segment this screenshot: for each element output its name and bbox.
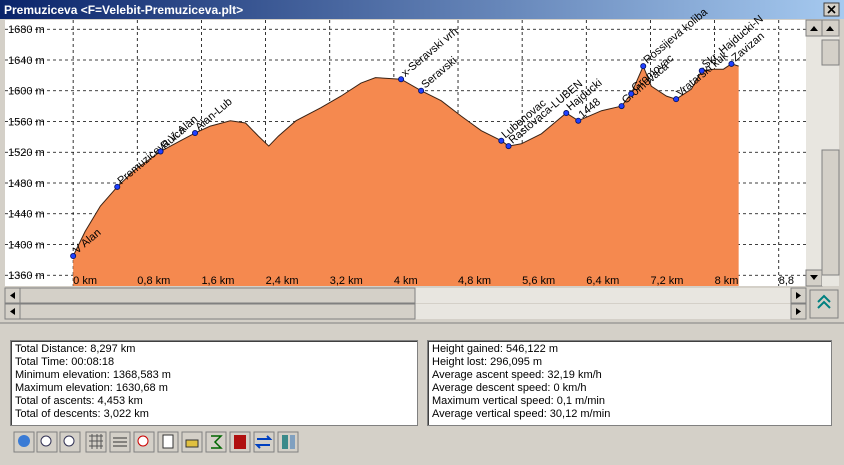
y-tick-label: 1640 m [8, 55, 45, 67]
scroll-thumb[interactable] [821, 39, 840, 66]
tool-button[interactable] [253, 431, 275, 453]
scroll-thumb[interactable] [19, 287, 416, 304]
x-tick-label: 1,6 km [201, 275, 234, 287]
arrow [810, 26, 818, 31]
arrow [796, 292, 801, 299]
scroll-thumb[interactable] [821, 149, 840, 276]
waypoint [728, 60, 735, 67]
y-tick-label: 1400 m [8, 239, 45, 251]
y-tick-label: 1440 m [8, 209, 45, 221]
y-tick-label: 1680 m [8, 24, 45, 36]
arrow [10, 308, 15, 315]
x-tick-label: 3,2 km [330, 275, 363, 287]
stat-line: Height gained: 546,122 m [432, 343, 558, 355]
arrow [810, 275, 818, 280]
x-tick-label: 0,8 km [137, 275, 170, 287]
y-tick-label: 1520 m [8, 147, 45, 159]
waypoint [114, 183, 121, 190]
scroll-thumb[interactable] [19, 303, 416, 320]
waypoint [418, 87, 425, 94]
waypoint [70, 253, 77, 260]
arrow [796, 308, 801, 315]
arrow [10, 292, 15, 299]
v-scrollbar[interactable] [806, 20, 822, 286]
waypoint [505, 143, 512, 150]
waypoint [698, 67, 705, 74]
stat-line: Average vertical speed: 30,12 m/min [432, 408, 611, 420]
collapse-button[interactable] [809, 289, 839, 319]
waypoint [575, 117, 582, 124]
x-tick-label: 6,4 km [586, 275, 619, 287]
arrow [826, 26, 834, 31]
close-icon [827, 5, 836, 14]
stat-line: Total Time: 00:08:18 [15, 356, 115, 368]
x-tick-label: 4,8 km [458, 275, 491, 287]
x-tick-label: 5,6 km [522, 275, 555, 287]
tool-button[interactable] [85, 431, 107, 453]
waypoint [628, 90, 635, 97]
waypoint [673, 96, 680, 103]
waypoint [640, 63, 647, 70]
window-title: Premuziceva <F=Velebit-Premuziceva.plt> [4, 3, 243, 17]
stats-right-panel: Height gained: 546,122 m Height lost: 296… [427, 340, 832, 426]
title-bar [0, 0, 844, 19]
area-fill [73, 63, 739, 287]
stat-line: Total of descents: 3,022 km [15, 408, 149, 420]
y-tick-label: 1600 m [8, 86, 45, 98]
stat-line: Height lost: 296,095 m [432, 356, 543, 368]
x-tick-label: 4 km [394, 275, 418, 287]
stat-line: Average descent speed: 0 km/h [432, 382, 587, 394]
waypoint [192, 130, 199, 137]
stat-line: Minimum elevation: 1368,583 m [15, 369, 171, 381]
waypoint [618, 103, 625, 110]
stats-left-panel: Total Distance: 8,297 km Total Time: 00:0… [10, 340, 418, 426]
x-tick-label: 8 km [715, 275, 739, 287]
stat-line: Maximum vertical speed: 0,1 m/min [432, 395, 605, 407]
y-tick-label: 1480 m [8, 178, 45, 190]
x-tick-label: 2,4 km [266, 275, 299, 287]
waypoint [398, 76, 405, 83]
y-tick-label: 1360 m [8, 270, 45, 282]
x-tick-label: 8,8 [779, 275, 794, 287]
toolbar [13, 431, 299, 453]
stat-line: Average ascent speed: 32,19 km/h [432, 369, 602, 381]
stat-line: Total of ascents: 4,453 km [15, 395, 143, 407]
collapse-icon [817, 294, 831, 309]
waypoint [563, 110, 570, 117]
x-tick-label: 7,2 km [650, 275, 683, 287]
x-tick-label: 0 km [73, 275, 97, 287]
waypoint [498, 137, 505, 144]
stat-line: Maximum elevation: 1630,68 m [15, 382, 168, 394]
stat-line: Total Distance: 8,297 km [15, 343, 136, 355]
y-tick-label: 1560 m [8, 116, 45, 128]
waypoint [157, 148, 164, 155]
